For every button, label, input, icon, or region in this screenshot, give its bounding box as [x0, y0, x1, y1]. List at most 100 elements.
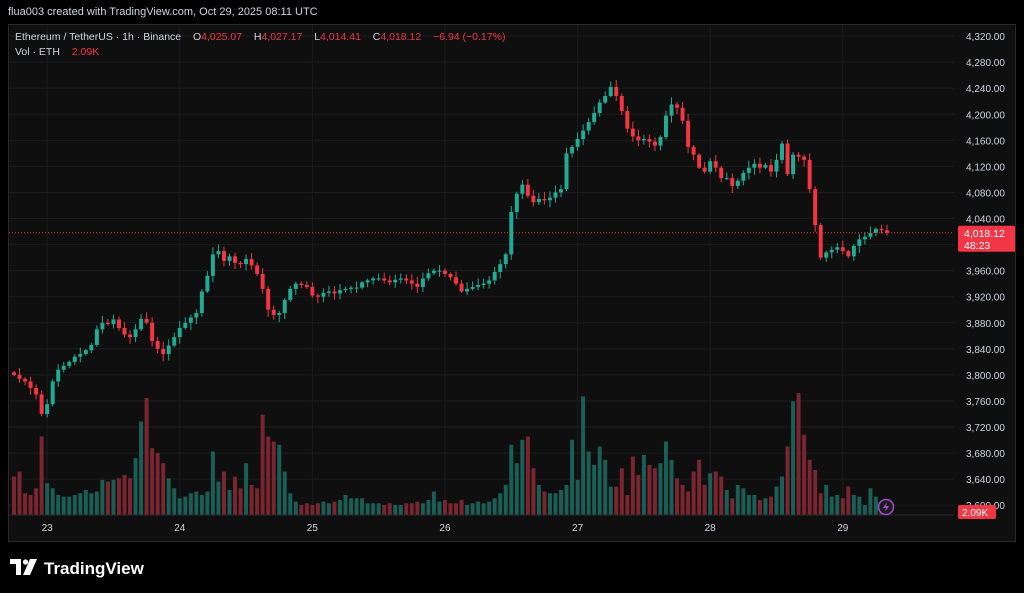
y-tick-label: 3,680.00	[966, 449, 1005, 460]
candle-body	[437, 270, 442, 272]
candle-body	[525, 184, 530, 196]
volume-bar	[547, 493, 552, 515]
volume-bar	[686, 491, 691, 515]
volume-bar	[663, 441, 668, 515]
candle-body	[72, 356, 77, 362]
candle-body	[17, 374, 22, 379]
candle-body	[757, 163, 762, 168]
volume-bar	[194, 491, 199, 515]
candle-body	[708, 161, 713, 172]
volume-bar	[487, 501, 492, 515]
candle-body	[194, 313, 199, 318]
candlestick-chart[interactable]: 4,320.00 4,280.00 4,240.00 4,200.00 4,160.00…	[9, 25, 1015, 541]
y-tick-label: 3,920.00	[966, 293, 1005, 304]
candle-body	[669, 104, 674, 116]
volume-bar	[586, 451, 591, 515]
candle-body	[780, 143, 785, 160]
volume-badge	[958, 505, 996, 519]
candle-body	[663, 115, 668, 138]
volume-bar	[304, 503, 309, 515]
candle-body	[155, 341, 160, 349]
candle-body	[509, 212, 514, 255]
volume-bar	[442, 499, 447, 515]
candle-body	[354, 287, 359, 289]
volume-bar	[183, 496, 188, 515]
volume-bar	[498, 493, 503, 515]
candle-body	[796, 154, 801, 157]
volume-bar	[658, 463, 663, 515]
candle-body	[862, 236, 867, 240]
volume-bar	[227, 489, 232, 515]
candle-body	[885, 230, 889, 233]
candle-body	[426, 273, 431, 279]
candle-body	[321, 292, 326, 297]
candle-body	[89, 344, 94, 351]
volume-bar	[525, 436, 530, 515]
low-label: L	[314, 31, 321, 43]
candle-body	[879, 228, 884, 231]
volume-bar	[382, 504, 387, 515]
volume-bar	[365, 503, 370, 515]
y-tick-label: 4,280.00	[966, 58, 1005, 69]
candle-body	[487, 280, 492, 284]
candle-body	[183, 322, 188, 328]
volume-bar	[426, 499, 431, 515]
volume-bar	[581, 396, 586, 515]
volume-bar	[829, 496, 834, 515]
volume-bar	[807, 459, 812, 515]
volume-bar	[133, 458, 138, 515]
attribution-header: flua003 created with TradingView.com, Oc…	[8, 6, 318, 18]
candle-body	[603, 96, 608, 103]
candle-body	[570, 146, 575, 154]
volume-bar	[332, 501, 337, 515]
volume-bar	[244, 463, 249, 515]
candle-body	[105, 322, 110, 325]
candle-body	[564, 153, 569, 190]
candle-body	[719, 167, 724, 179]
volume-bar	[266, 436, 271, 515]
candle-body	[492, 271, 497, 281]
candle-body	[442, 270, 447, 274]
change-value: −6.94 (−0.17%)	[433, 31, 506, 43]
volume-bar	[802, 434, 807, 515]
chart-panel[interactable]: 4,320.00 4,280.00 4,240.00 4,200.00 4,160.00…	[8, 24, 1016, 542]
candle-body	[177, 327, 182, 338]
candle-body	[277, 313, 282, 315]
volume-bar	[647, 464, 652, 515]
volume-bar	[846, 486, 851, 515]
brand-name: TradingView	[44, 559, 144, 578]
candle-body	[293, 283, 298, 289]
candle-body	[67, 361, 72, 366]
candle-body	[266, 288, 271, 310]
candle-body	[680, 107, 685, 121]
candle-body	[288, 288, 293, 300]
footer-brand[interactable]: TradingView	[10, 556, 144, 582]
candle-body	[304, 284, 309, 287]
volume-bar	[122, 474, 127, 515]
price-candles	[12, 80, 889, 418]
volume-bar	[100, 479, 105, 515]
candle-body	[310, 286, 315, 296]
candle-body	[459, 283, 464, 292]
candle-body	[785, 143, 790, 175]
candle-body	[448, 273, 453, 278]
volume-bar	[277, 444, 282, 515]
candle-body	[454, 277, 459, 284]
volume-bar	[730, 498, 735, 515]
price-axis: 4,320.00 4,280.00 4,240.00 4,200.00 4,160.00…	[966, 32, 1005, 512]
volume-bar	[61, 496, 66, 515]
volume-bar	[448, 503, 453, 515]
volume-bar	[271, 441, 276, 515]
candle-body	[840, 247, 845, 252]
volume-bar	[431, 491, 436, 515]
candle-body	[575, 139, 580, 147]
volume-bar	[575, 479, 580, 515]
candle-body	[614, 86, 619, 97]
volume-bar	[310, 504, 315, 515]
volume-bar	[691, 471, 696, 515]
volume-bar	[354, 498, 359, 515]
candle-body	[547, 197, 552, 201]
volume-bar	[669, 459, 674, 515]
volume-bar	[111, 479, 116, 515]
candle-body	[636, 136, 641, 141]
